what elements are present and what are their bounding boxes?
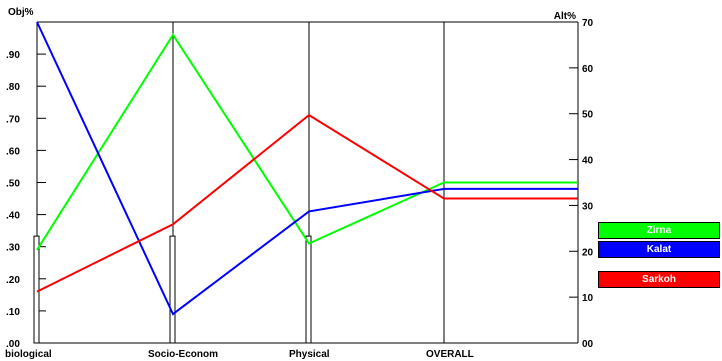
right-tick-label: 40 [582, 156, 594, 167]
left-tick-label: .20 [6, 275, 20, 286]
right-tick-label: 70 [582, 18, 594, 29]
series-lines [36, 21, 578, 316]
left-tick-label: .50 [6, 179, 20, 190]
right-axis-title: Alt% [554, 11, 576, 22]
weight-bar [33, 235, 40, 344]
category-label: Socio-Econom [148, 349, 218, 360]
left-tick-label: .90 [6, 50, 20, 61]
left-tick-label: .60 [6, 146, 20, 157]
weight-bar [169, 235, 176, 344]
weight-bar [305, 235, 312, 344]
category-label: biological [5, 349, 52, 360]
left-tick-label: .00 [6, 339, 20, 350]
category-label: OVERALL [426, 349, 474, 360]
series-line-zirna [36, 32, 578, 251]
axes-layer [36, 21, 579, 344]
left-tick-label: .70 [6, 114, 20, 125]
legend-item-kalat: Kalat [598, 241, 720, 258]
right-tick-label: 50 [582, 110, 594, 121]
right-tick-label: 00 [582, 339, 594, 350]
series-line-kalat [36, 21, 578, 316]
left-tick-label: .30 [6, 243, 20, 254]
legend-item-sarkoh: Sarkoh [598, 271, 720, 288]
legend-item-zirna: Zirna [598, 222, 720, 239]
series-line-sarkoh [36, 113, 578, 293]
right-tick-label: 10 [582, 293, 594, 304]
labels-layer: .00 .10 .20 .30 .40 .50 .60 .70 .80 .90 00 10 20 30 40… [5, 7, 594, 360]
left-tick-label: .10 [6, 307, 20, 318]
right-tick-label: 20 [582, 247, 594, 258]
left-tick-label: .40 [6, 211, 20, 222]
weight-bars [33, 235, 312, 344]
left-axis-title: Obj% [8, 7, 34, 18]
category-label: Physical [289, 349, 330, 360]
right-tick-label: 30 [582, 201, 594, 212]
right-tick-label: 60 [582, 64, 594, 75]
left-tick-label: .80 [6, 82, 20, 93]
